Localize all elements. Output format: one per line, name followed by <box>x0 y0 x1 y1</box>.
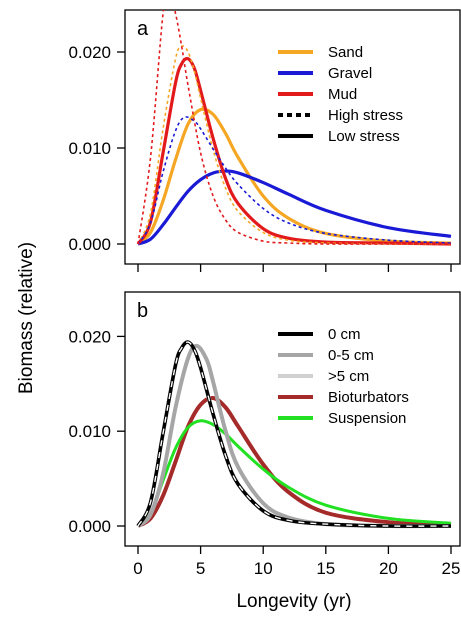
panel-a: 0.000 0.010 0.020 a Sand Gravel Mud High stress… <box>68 9 461 272</box>
y-tick-label: 0.000 <box>68 517 111 536</box>
y-tick-label: 0.010 <box>68 139 111 158</box>
x-tick-label: 0 <box>133 559 142 578</box>
series-gravel-high-line <box>137 116 452 245</box>
y-axis-title: Biomass (relative) <box>16 242 37 394</box>
y-tick-label: 0.000 <box>68 235 111 254</box>
legend-label: Suspension <box>328 410 406 427</box>
x-tick-label: 20 <box>379 559 398 578</box>
legend-label: Mud <box>328 86 357 103</box>
series-sand-high-line <box>137 45 452 245</box>
x-tick-label: 5 <box>196 559 205 578</box>
plot-frame <box>124 291 461 547</box>
panel-b: 0.000 0.010 0.020 0 5 10 15 20 25 b 0 cm 0-5 cm >5 c… <box>68 291 461 578</box>
x-tick-label: 10 <box>254 559 273 578</box>
panel-label: b <box>137 300 148 322</box>
plot-frame <box>124 9 461 265</box>
series-mud-high-line <box>137 10 451 245</box>
x-axis-title: Longevity (yr) <box>236 591 351 612</box>
legend-label: >5 cm <box>328 368 369 385</box>
series-sand-low-line <box>136 107 452 246</box>
y-tick-label: 0.010 <box>68 422 111 441</box>
legend-label: High stress <box>328 107 403 124</box>
legend-label: Gravel <box>328 65 372 82</box>
panel-label: a <box>137 18 149 40</box>
legend-label: Bioturbators <box>328 389 409 406</box>
x-tick-label: 15 <box>316 559 335 578</box>
legend-label: 0-5 cm <box>328 347 374 364</box>
y-tick-label: 0.020 <box>68 43 111 62</box>
series-0-cm-dash-overlay <box>137 341 452 527</box>
series-mud-low-line <box>136 56 452 246</box>
legend-label: Sand <box>328 44 363 61</box>
x-tick-label: 25 <box>442 559 461 578</box>
series-gravel-low-line <box>137 169 452 246</box>
y-tick-label: 0.020 <box>68 327 111 346</box>
legend-label: Low stress <box>328 128 400 145</box>
legend-label: 0 cm <box>328 326 361 343</box>
